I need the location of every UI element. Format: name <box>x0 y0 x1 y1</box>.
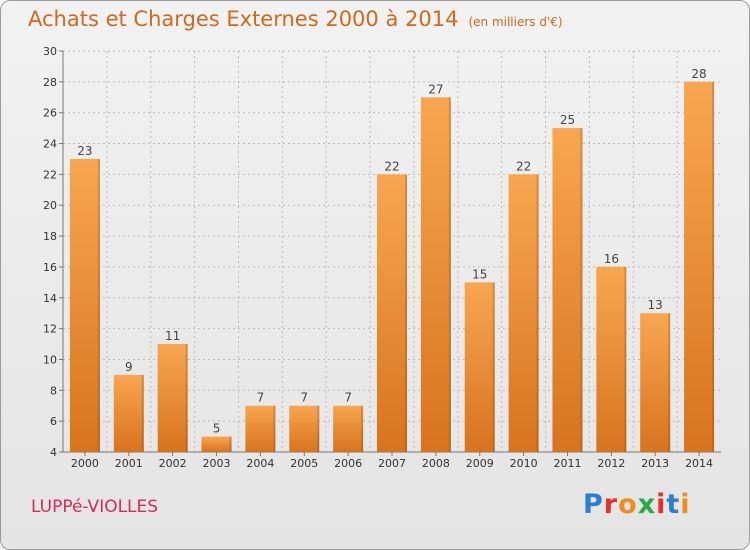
x-tick-label-2014: 2014 <box>685 457 713 470</box>
x-tick-label-2001: 2001 <box>115 457 143 470</box>
bar-2011 <box>552 128 583 452</box>
chart-title: Achats et Charges Externes 2000 à 2014 (e… <box>28 7 563 31</box>
chart-subtitle: (en milliers d'€) <box>468 15 563 29</box>
x-tick-label-2004: 2004 <box>246 457 274 470</box>
y-tick-label: 20 <box>43 199 57 212</box>
data-label-2003: 5 <box>213 422 221 436</box>
bar-shade-2007 <box>405 174 407 452</box>
chart-title-text: Achats et Charges Externes 2000 à 2014 <box>28 7 459 31</box>
y-tick-label: 14 <box>43 292 57 305</box>
x-tick-label-2012: 2012 <box>597 457 625 470</box>
bar-2000 <box>69 158 100 452</box>
x-tick-label-2009: 2009 <box>466 457 494 470</box>
x-tick-label-2006: 2006 <box>334 457 362 470</box>
bar-2003 <box>201 436 232 452</box>
logo-letter: P <box>583 489 604 520</box>
logo-letter: i <box>656 489 667 520</box>
x-tick-label-2011: 2011 <box>553 457 581 470</box>
bar-shade-2006 <box>361 405 364 452</box>
proxiti-logo: Proxiti <box>583 489 691 520</box>
y-tick-label: 16 <box>43 261 57 274</box>
bar-shade-2012 <box>624 266 627 452</box>
y-tick-label: 28 <box>43 76 57 89</box>
y-tick-label: 6 <box>50 415 57 428</box>
y-tick-label: 8 <box>50 384 57 397</box>
y-tick-label: 24 <box>43 138 57 151</box>
x-tick-label-2008: 2008 <box>422 457 450 470</box>
data-label-2005: 7 <box>300 391 308 405</box>
y-tick-label: 18 <box>43 230 57 243</box>
bar-2014 <box>684 81 715 452</box>
bar-2008 <box>420 97 451 453</box>
x-tick-label-2003: 2003 <box>203 457 231 470</box>
y-tick-label: 4 <box>50 446 57 459</box>
bar-2012 <box>596 266 627 452</box>
bar-2007 <box>377 174 407 452</box>
bar-2005 <box>289 405 320 452</box>
data-label-2007: 22 <box>384 159 399 173</box>
x-tick-label-2002: 2002 <box>159 457 187 470</box>
data-label-2012: 16 <box>604 252 619 266</box>
data-label-2002: 11 <box>165 329 180 343</box>
data-label-2000: 23 <box>77 144 92 158</box>
x-tick-label-2013: 2013 <box>641 457 669 470</box>
data-label-2014: 28 <box>691 67 706 81</box>
logo-letter: x <box>637 489 657 520</box>
bars <box>69 81 715 453</box>
data-label-2013: 13 <box>648 298 663 312</box>
y-tick-label: 26 <box>43 107 57 120</box>
logo-letter: t <box>666 489 681 520</box>
grid-lines <box>63 50 721 452</box>
bar-2001 <box>113 374 144 452</box>
bar-2013 <box>640 313 671 452</box>
bar-shade-2013 <box>668 313 671 452</box>
bar-2009 <box>464 282 495 452</box>
bar-shade-2009 <box>492 282 495 452</box>
bar-shade-2014 <box>712 81 715 452</box>
x-tick-label-2007: 2007 <box>378 457 406 470</box>
bar-shade-2011 <box>580 128 583 452</box>
y-tick-label: 30 <box>43 45 57 58</box>
bar-2002 <box>157 344 188 452</box>
bar-2004 <box>245 405 276 452</box>
y-tick-label: 10 <box>43 353 57 366</box>
data-label-2009: 15 <box>472 267 487 281</box>
bar-shade-2002 <box>185 344 188 452</box>
bar-shade-2004 <box>273 405 276 452</box>
location-label: LUPPé-VIOLLES <box>31 497 159 517</box>
x-tick-label-2005: 2005 <box>290 457 318 470</box>
data-label-2008: 27 <box>428 82 443 96</box>
logo-letter: i <box>680 489 691 520</box>
data-label-2004: 7 <box>257 391 265 405</box>
bar-2010 <box>508 174 539 452</box>
data-label-2001: 9 <box>125 360 133 374</box>
y-tick-label: 22 <box>43 168 57 181</box>
bar-shade-2005 <box>317 405 320 452</box>
bar-2006 <box>333 405 364 452</box>
x-tick-label-2010: 2010 <box>510 457 538 470</box>
logo-letter: r <box>603 489 619 520</box>
x-tick-label-2000: 2000 <box>71 457 99 470</box>
labels: 4 6 8 10 12 14 16 18 20 22 24 26 28 30 23 2000 9 2001 11 20… <box>43 45 713 470</box>
bar-shade-2001 <box>141 374 144 452</box>
bar-shade-2010 <box>536 174 539 452</box>
data-label-2011: 25 <box>560 113 575 127</box>
logo-letter: o <box>618 489 638 520</box>
data-label-2010: 22 <box>516 159 531 173</box>
bar-shade-2008 <box>448 97 451 453</box>
data-label-2006: 7 <box>344 391 352 405</box>
bar-shade-2000 <box>97 158 100 452</box>
y-tick-label: 12 <box>43 323 57 336</box>
bar-shade-2003 <box>229 436 232 452</box>
